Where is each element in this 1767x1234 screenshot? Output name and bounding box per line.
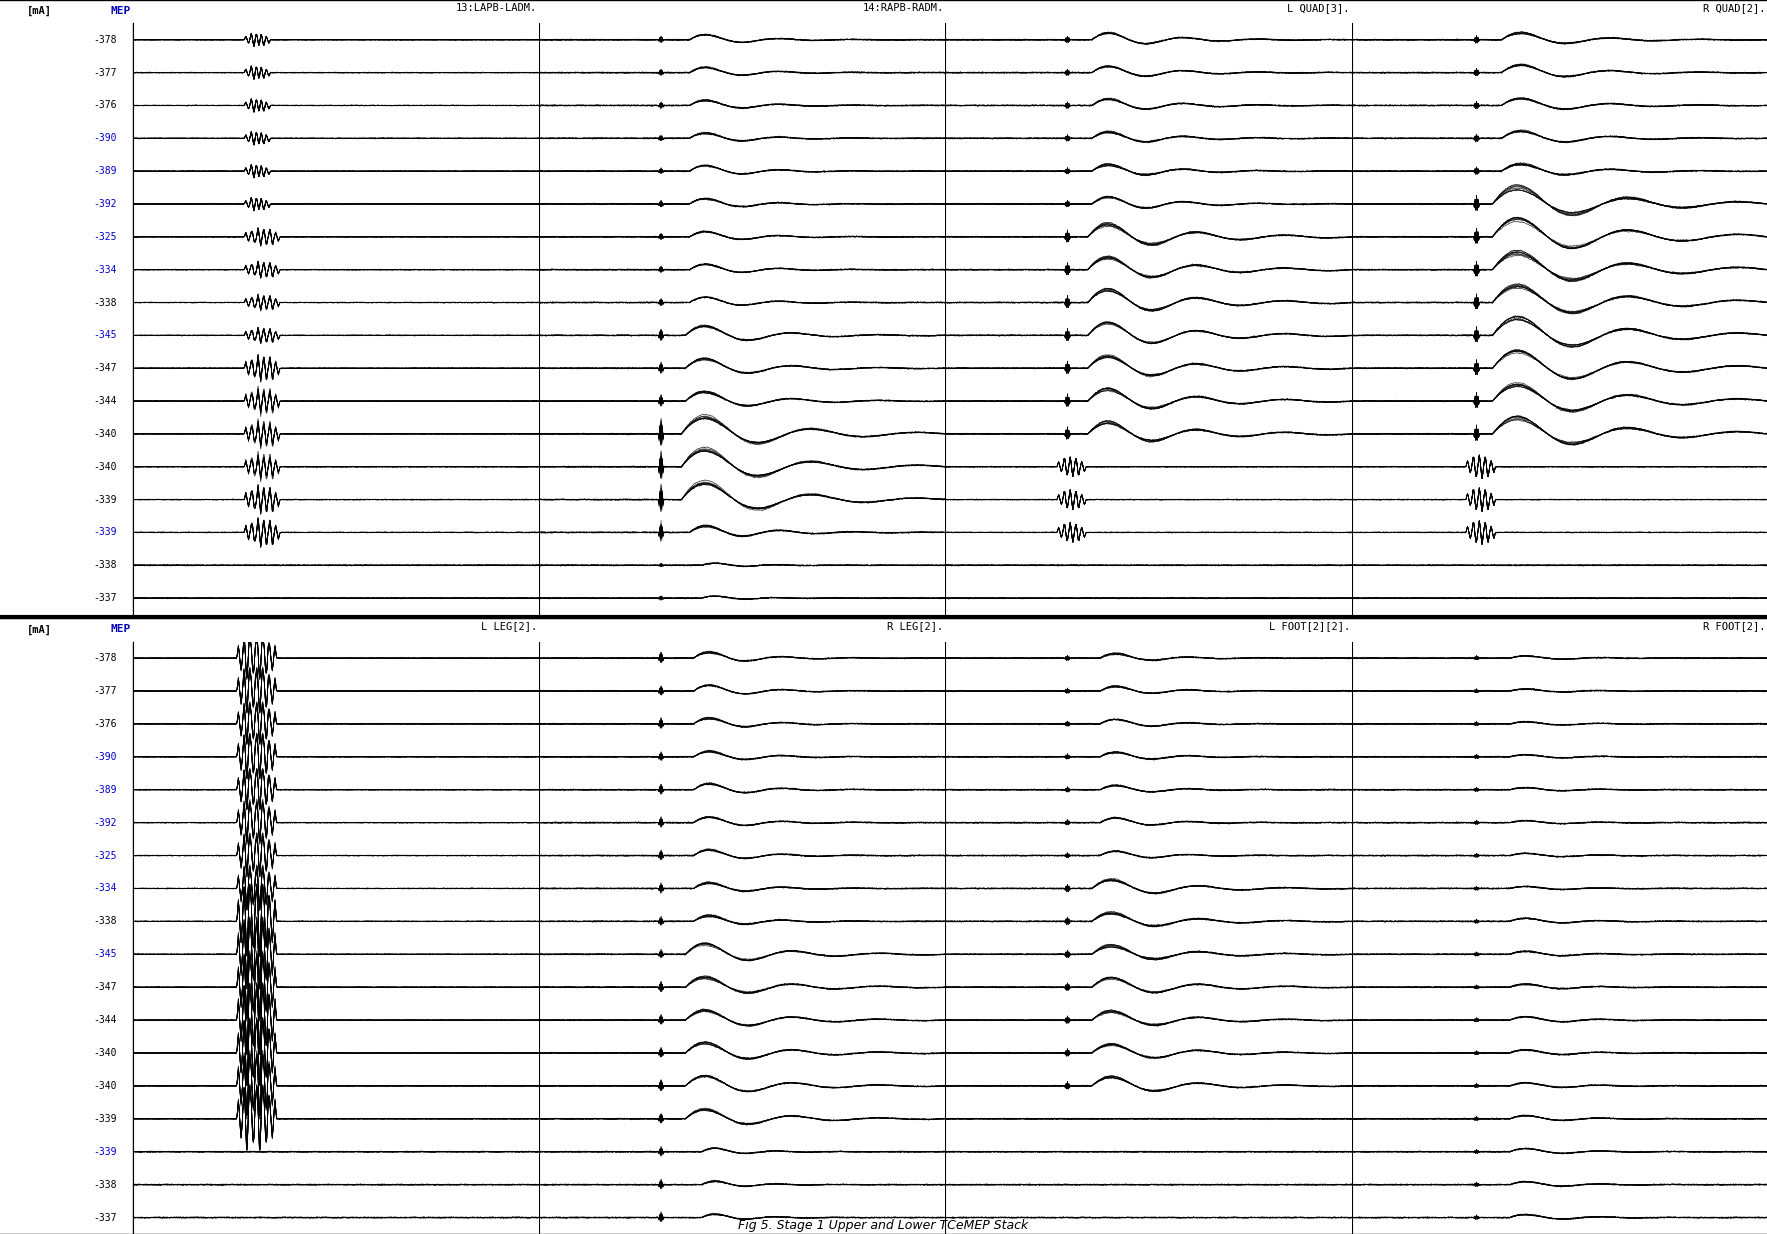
Text: -325: -325 — [94, 232, 117, 242]
Text: -392: -392 — [94, 818, 117, 828]
Text: -392: -392 — [94, 199, 117, 209]
Text: -340: -340 — [94, 429, 117, 439]
Text: -339: -339 — [94, 1146, 117, 1156]
Text: -338: -338 — [94, 297, 117, 307]
Text: [mA]: [mA] — [27, 624, 53, 634]
Text: MEP: MEP — [111, 6, 131, 16]
Text: 13:LAPB-LADM.: 13:LAPB-LADM. — [456, 2, 537, 14]
Text: -338: -338 — [94, 1180, 117, 1190]
Text: -325: -325 — [94, 850, 117, 860]
Text: -378: -378 — [94, 653, 117, 663]
Text: L LEG[2].: L LEG[2]. — [481, 621, 537, 632]
Text: -345: -345 — [94, 949, 117, 959]
Text: -340: -340 — [94, 1048, 117, 1058]
Text: -334: -334 — [94, 264, 117, 275]
Text: -337: -337 — [94, 594, 117, 603]
Text: -334: -334 — [94, 884, 117, 893]
Text: -338: -338 — [94, 917, 117, 927]
Text: -377: -377 — [94, 68, 117, 78]
Text: -345: -345 — [94, 331, 117, 341]
Text: -378: -378 — [94, 35, 117, 44]
Text: L QUAD[3].: L QUAD[3]. — [1288, 2, 1350, 14]
Text: L FOOT[2][2].: L FOOT[2][2]. — [1269, 621, 1350, 632]
Text: -337: -337 — [94, 1213, 117, 1223]
Text: -344: -344 — [94, 1016, 117, 1025]
Text: -389: -389 — [94, 785, 117, 795]
Text: -390: -390 — [94, 133, 117, 143]
Text: -340: -340 — [94, 462, 117, 471]
Text: [mA]: [mA] — [27, 6, 53, 16]
Text: -339: -339 — [94, 527, 117, 538]
Text: -339: -339 — [94, 1114, 117, 1124]
Text: R QUAD[2].: R QUAD[2]. — [1703, 2, 1765, 14]
Text: Fig 5. Stage 1 Upper and Lower TCeMEP Stack: Fig 5. Stage 1 Upper and Lower TCeMEP St… — [739, 1218, 1028, 1232]
Text: -344: -344 — [94, 396, 117, 406]
Text: R LEG[2].: R LEG[2]. — [887, 621, 944, 632]
Text: -376: -376 — [94, 719, 117, 729]
Text: -376: -376 — [94, 100, 117, 111]
Text: -347: -347 — [94, 363, 117, 373]
Text: -339: -339 — [94, 495, 117, 505]
Text: -340: -340 — [94, 1081, 117, 1091]
Text: R FOOT[2].: R FOOT[2]. — [1703, 621, 1765, 632]
Text: -390: -390 — [94, 752, 117, 761]
Text: -347: -347 — [94, 982, 117, 992]
Text: -338: -338 — [94, 560, 117, 570]
Text: 14:RAPB-RADM.: 14:RAPB-RADM. — [862, 2, 944, 14]
Text: -377: -377 — [94, 686, 117, 696]
Text: MEP: MEP — [111, 624, 131, 634]
Text: -389: -389 — [94, 167, 117, 176]
